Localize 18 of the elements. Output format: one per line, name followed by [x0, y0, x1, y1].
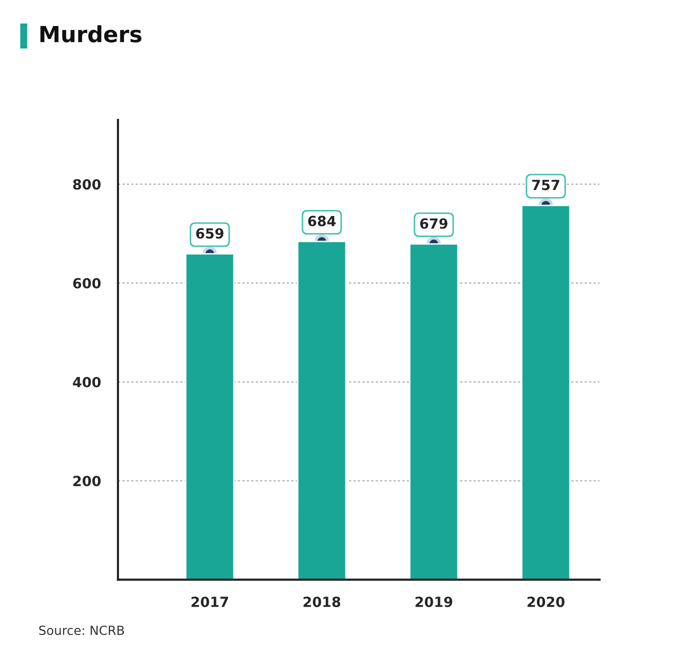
x-tick-label: 2019	[416, 596, 452, 608]
y-tick-label: 400	[72, 376, 101, 388]
bar	[409, 243, 459, 580]
data-label: 679	[420, 218, 448, 229]
x-tick-label: 2018	[304, 596, 340, 608]
data-label: 757	[532, 180, 560, 190]
x-tick-label: 2020	[528, 596, 564, 608]
bar	[521, 204, 571, 580]
data-label: 684	[308, 216, 336, 226]
y-tick-label: 600	[73, 278, 101, 288]
source-note: Source: NCRB	[39, 626, 124, 636]
chart-title: Murders	[40, 25, 142, 42]
y-tick-label: 200	[73, 476, 101, 486]
y-tick-label: 800	[73, 179, 101, 190]
bar	[185, 253, 235, 580]
bar	[297, 240, 347, 580]
data-label: 659	[196, 228, 224, 239]
x-tick-label: 2017	[192, 596, 228, 608]
